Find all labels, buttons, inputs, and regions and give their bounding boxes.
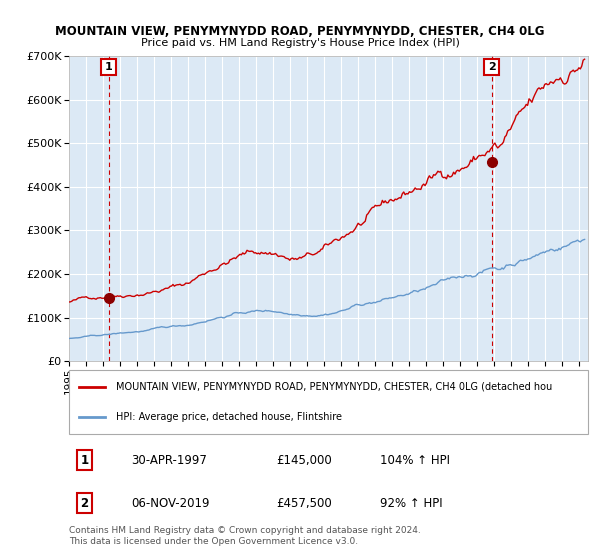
Text: MOUNTAIN VIEW, PENYMYNYDD ROAD, PENYMYNYDD, CHESTER, CH4 0LG: MOUNTAIN VIEW, PENYMYNYDD ROAD, PENYMYNY… xyxy=(55,25,545,38)
Text: Contains HM Land Registry data © Crown copyright and database right 2024.
This d: Contains HM Land Registry data © Crown c… xyxy=(69,526,421,546)
Text: £145,000: £145,000 xyxy=(277,454,332,467)
Text: 1: 1 xyxy=(80,454,89,467)
Text: £457,500: £457,500 xyxy=(277,497,332,510)
Text: 104% ↑ HPI: 104% ↑ HPI xyxy=(380,454,451,467)
Text: HPI: Average price, detached house, Flintshire: HPI: Average price, detached house, Flin… xyxy=(116,412,342,422)
Text: 2: 2 xyxy=(488,62,496,72)
Text: 92% ↑ HPI: 92% ↑ HPI xyxy=(380,497,443,510)
Text: 1: 1 xyxy=(105,62,113,72)
Text: 30-APR-1997: 30-APR-1997 xyxy=(131,454,207,467)
Text: 06-NOV-2019: 06-NOV-2019 xyxy=(131,497,210,510)
Text: Price paid vs. HM Land Registry's House Price Index (HPI): Price paid vs. HM Land Registry's House … xyxy=(140,38,460,48)
Text: 2: 2 xyxy=(80,497,89,510)
Text: MOUNTAIN VIEW, PENYMYNYDD ROAD, PENYMYNYDD, CHESTER, CH4 0LG (detached hou: MOUNTAIN VIEW, PENYMYNYDD ROAD, PENYMYNY… xyxy=(116,382,552,392)
FancyBboxPatch shape xyxy=(69,370,588,434)
